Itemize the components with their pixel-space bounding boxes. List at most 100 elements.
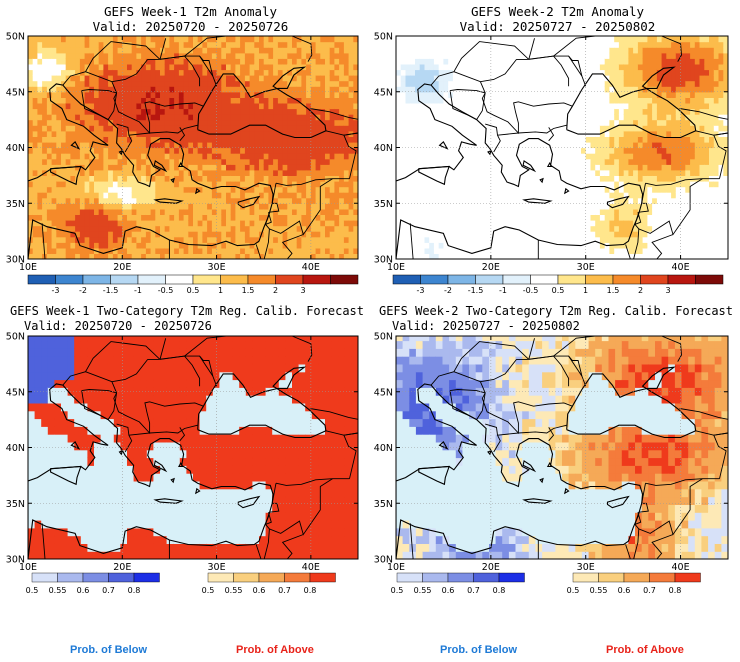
colorbar-label: 1	[218, 286, 223, 295]
prob-above-swatch	[284, 572, 311, 583]
island-outline	[522, 459, 537, 473]
lon-tick-label: 10E	[19, 562, 37, 573]
border-line	[651, 534, 674, 559]
prob-below-swatch	[447, 572, 474, 583]
lon-tick-label: 10E	[387, 562, 405, 573]
border-line	[41, 223, 46, 259]
border-line	[528, 338, 535, 360]
border-line	[255, 544, 262, 559]
prob-above-label: 0.55	[590, 586, 608, 595]
island-outline	[418, 465, 450, 486]
lon-tick-label: 40E	[302, 262, 320, 273]
border-line	[449, 90, 477, 120]
prob-below-label: 0.5	[391, 586, 404, 595]
prob-above-label: 0.5	[202, 586, 215, 595]
island-outline	[177, 461, 184, 468]
border-line	[179, 427, 186, 442]
colorbar-swatch	[165, 274, 194, 285]
panel1-valid-dates: Valid: 20250720 - 20250726	[92, 19, 289, 34]
colorbar-swatch	[530, 274, 559, 285]
lat-tick-label: 40N	[6, 443, 25, 454]
colorbar-label: 1	[583, 286, 588, 295]
lon-tick-label: 40E	[672, 262, 690, 273]
border-line	[81, 90, 109, 120]
border-line	[553, 336, 682, 362]
panel3-title: GEFS Week-1 Two-Category T2m Reg. Calib.…	[2, 304, 372, 334]
island-outline	[118, 449, 124, 456]
colorbar-label: -1.5	[103, 286, 119, 295]
colorbar-swatch	[612, 274, 641, 285]
colorbar-swatch	[302, 274, 331, 285]
border-line	[281, 534, 304, 559]
border-line	[568, 55, 583, 77]
prob-above-swatch	[623, 572, 650, 583]
lat-tick-label: 40N	[374, 443, 393, 454]
coastline-corsica	[396, 430, 397, 431]
prob-above-label: 0.7	[643, 586, 656, 595]
panel4-valid-dates: Valid: 20250727 - 20250802	[392, 319, 580, 333]
border-line	[645, 478, 720, 486]
island-outline	[563, 187, 570, 195]
prob-below-label: 0.6	[442, 586, 455, 595]
island-outline	[438, 141, 449, 150]
border-line	[625, 244, 631, 259]
colorbar-swatch	[392, 274, 421, 285]
lon-tick-label: 40E	[672, 562, 690, 573]
coastline-black	[566, 66, 697, 139]
prob-below-label: 0.8	[128, 586, 141, 595]
border-line	[271, 183, 277, 204]
colorbar-swatch	[55, 274, 84, 285]
island-outline	[194, 187, 201, 195]
border-line	[633, 524, 640, 559]
prob-below-label: 0.6	[77, 586, 90, 595]
border-line	[497, 424, 567, 436]
coastline-corsica	[396, 130, 397, 131]
border-line	[516, 55, 570, 87]
coastline-med_south	[28, 83, 274, 259]
coastlines	[28, 366, 327, 559]
colorbar-label: -2	[79, 286, 87, 295]
island-outline	[153, 459, 168, 473]
gridlines	[28, 336, 358, 559]
prob-below-swatch	[57, 572, 84, 583]
border-line	[281, 234, 304, 259]
colorbar-swatch	[585, 274, 614, 285]
border-line	[62, 41, 218, 87]
lat-tick-label: 45N	[374, 87, 393, 98]
week2-probability-colorbars: 0.5 0.55 0.6 0.7 0.8 0.5 0.55 0.6 0.7 0.8	[391, 572, 701, 595]
border-line	[263, 224, 270, 259]
border-line	[516, 355, 570, 387]
prob-above-label: 0.5	[567, 586, 580, 595]
border-line	[325, 130, 358, 136]
island-outline	[153, 159, 168, 173]
border-line	[634, 212, 642, 226]
border-line	[548, 427, 555, 442]
lat-tick-label: 30N	[374, 255, 393, 266]
island-outline	[177, 161, 184, 168]
border-line	[275, 178, 350, 186]
border-line	[409, 223, 414, 259]
border-line	[679, 408, 728, 420]
border-line	[85, 359, 149, 383]
border-line	[528, 38, 535, 60]
data-field	[28, 36, 358, 259]
lon-tick-label: 30E	[577, 562, 595, 573]
panel4-title: GEFS Week-2 Two-Category T2m Reg. Calib.…	[372, 304, 740, 334]
border-line	[476, 92, 486, 120]
border-line	[553, 36, 682, 62]
island-outline	[522, 498, 553, 504]
coastline-med_south	[396, 383, 644, 559]
border-line	[453, 359, 517, 383]
lon-tick-label: 40E	[302, 562, 320, 573]
coastline-black	[197, 66, 327, 139]
lat-tick-label: 35N	[374, 499, 393, 510]
colorbar-swatch	[137, 274, 166, 285]
border-line	[497, 124, 567, 136]
colorbar-swatch	[27, 274, 56, 285]
prob-above-swatch	[674, 572, 701, 583]
lon-tick-label: 10E	[387, 262, 405, 273]
island-outline	[70, 441, 81, 450]
prob-above-label: 0.6	[253, 586, 266, 595]
